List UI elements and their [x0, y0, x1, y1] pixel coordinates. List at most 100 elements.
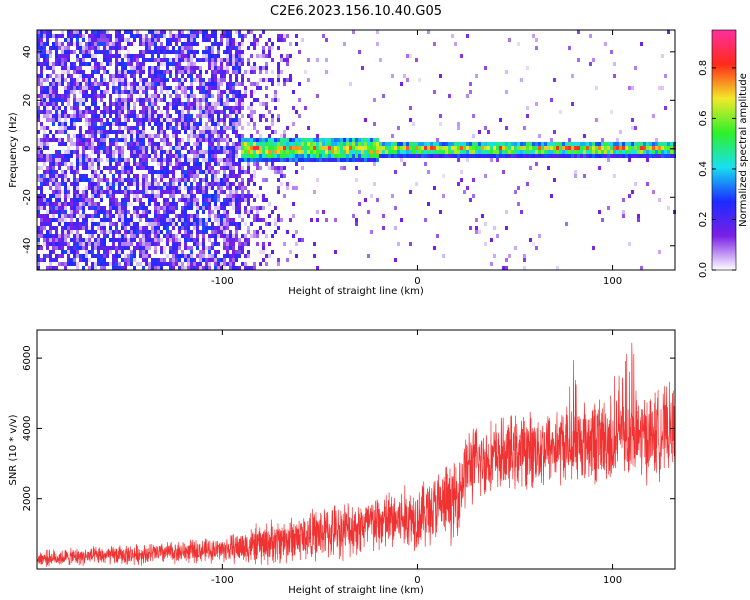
- spectrogram-cell: [175, 258, 178, 262]
- spectrogram-cell: [55, 158, 58, 162]
- spectrogram-cell: [427, 142, 430, 146]
- spectrogram-cell: [94, 50, 97, 54]
- spectrogram-cell: [130, 42, 133, 46]
- spectrogram-cell: [94, 46, 97, 50]
- spectrogram-cell: [151, 258, 154, 262]
- spectrogram-cell: [139, 122, 142, 126]
- spectrogram-cell: [229, 38, 232, 42]
- spectrogram-cell: [634, 126, 637, 130]
- spectrogram-cell: [154, 218, 157, 222]
- spectrogram-cell: [40, 78, 43, 82]
- spectrogram-cell: [271, 154, 274, 158]
- spectrogram-cell: [142, 162, 145, 166]
- spectrogram-cell: [274, 94, 277, 98]
- spectrogram-cell: [88, 138, 91, 142]
- spectrogram-cell: [49, 130, 52, 134]
- spectrogram-cell: [202, 202, 205, 206]
- spectrogram-cell: [172, 262, 175, 266]
- spectrogram-cell: [313, 242, 316, 246]
- spectrogram-cell: [151, 74, 154, 78]
- spectrogram-cell: [136, 122, 139, 126]
- spectrogram-cell: [58, 82, 61, 86]
- spectrogram-cell: [220, 30, 223, 34]
- spectrogram-cell: [313, 158, 316, 162]
- spectrogram-cell: [265, 102, 268, 106]
- spectrogram-cell: [220, 126, 223, 130]
- spectrogram-cell: [121, 178, 124, 182]
- spectrogram-cell: [109, 50, 112, 54]
- spectrogram-cell: [46, 218, 49, 222]
- spectrogram-cell: [184, 202, 187, 206]
- spectrogram-cell: [271, 42, 274, 46]
- spectrogram-cell: [220, 150, 223, 154]
- spectrogram-cell: [397, 142, 400, 146]
- spectrogram-cell: [67, 214, 70, 218]
- spectrogram-cell: [175, 122, 178, 126]
- spectrogram-cell: [424, 150, 427, 154]
- spectrogram-cell: [598, 146, 601, 150]
- spectrogram-cell: [505, 154, 508, 158]
- spectrogram-cell: [103, 102, 106, 106]
- spectrogram-cell: [568, 46, 571, 50]
- spectrogram-cell: [58, 46, 61, 50]
- spectrogram-cell: [112, 46, 115, 50]
- spectrogram-cell: [280, 182, 283, 186]
- spectrogram-cell: [115, 102, 118, 106]
- spectrogram-cell: [127, 178, 130, 182]
- spectrogram-cell: [76, 266, 79, 270]
- spectrogram-cell: [127, 222, 130, 226]
- spectrogram-cell: [76, 34, 79, 38]
- spectrogram-cell: [151, 194, 154, 198]
- spectrogram-cell: [523, 142, 526, 146]
- spectrogram-cell: [172, 130, 175, 134]
- spectrogram-cell: [106, 38, 109, 42]
- spectrogram-cell: [202, 54, 205, 58]
- spectrogram-cell: [190, 118, 193, 122]
- spectrogram-cell: [226, 214, 229, 218]
- spectrogram-cell: [235, 102, 238, 106]
- spectrogram-cell: [118, 266, 121, 270]
- spectrogram-cell: [130, 178, 133, 182]
- spectrogram-cell: [469, 142, 472, 146]
- spectrogram-cell: [223, 70, 226, 74]
- spectrogram-cell: [184, 42, 187, 46]
- spectrogram-cell: [142, 146, 145, 150]
- spectrogram-cell: [349, 146, 352, 150]
- spectrogram-cell: [190, 250, 193, 254]
- spectrogram-cell: [139, 206, 142, 210]
- spectrogram-cell: [205, 30, 208, 34]
- spectrogram-cell: [295, 158, 298, 162]
- spectrogram-cell: [418, 146, 421, 150]
- spectrogram-cell: [226, 46, 229, 50]
- spectrogram-cell: [73, 178, 76, 182]
- spectrogram-cell: [238, 206, 241, 210]
- spectrogram-cell: [226, 126, 229, 130]
- spectrogram-cell: [46, 42, 49, 46]
- spectrogram-cell: [238, 54, 241, 58]
- spectrogram-cell: [43, 106, 46, 110]
- spectrogram-cell: [85, 130, 88, 134]
- spectrogram-cell: [70, 118, 73, 122]
- spectrogram-cell: [157, 58, 160, 62]
- spectrogram-cell: [466, 186, 469, 190]
- spectrogram-cell: [85, 50, 88, 54]
- spectrogram-cell: [211, 198, 214, 202]
- spectrogram-cell: [193, 42, 196, 46]
- spectrogram-cell: [493, 254, 496, 258]
- spectrogram-cell: [244, 206, 247, 210]
- spectrogram-cell: [178, 50, 181, 54]
- spectrogram-cell: [199, 66, 202, 70]
- spectrogram-cell: [232, 250, 235, 254]
- spectrogram-cell: [571, 102, 574, 106]
- spectrogram-cell: [244, 234, 247, 238]
- spectrogram-cell: [220, 190, 223, 194]
- spectrogram-cell: [109, 170, 112, 174]
- spectrogram-cell: [88, 230, 91, 234]
- spectrogram-cell: [322, 154, 325, 158]
- spectrogram-cell: [103, 130, 106, 134]
- spectrogram-cell: [568, 154, 571, 158]
- spectrogram-cell: [160, 178, 163, 182]
- spectrogram-cell: [136, 198, 139, 202]
- spectrogram-cell: [223, 146, 226, 150]
- spectrogram-cell: [223, 230, 226, 234]
